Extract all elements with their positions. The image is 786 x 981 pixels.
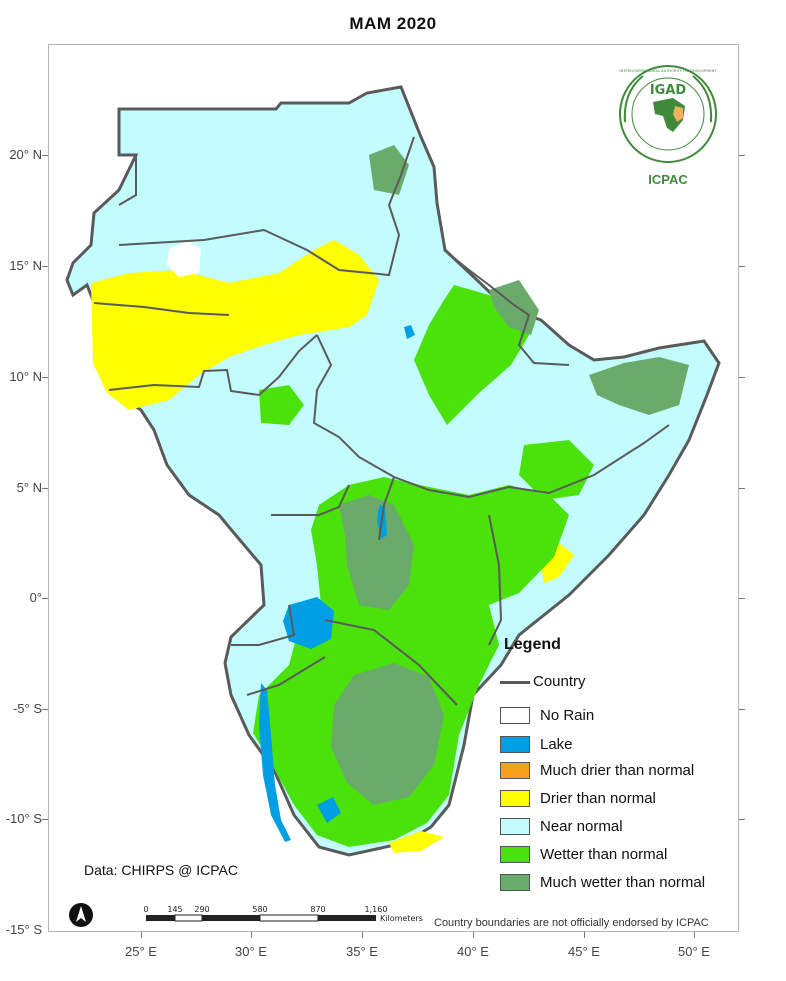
lon-tick [362, 932, 363, 938]
logo-acronym: IGAD [650, 83, 687, 98]
disclaimer: Country boundaries are not officially en… [434, 917, 709, 929]
zone-much-wetter [589, 357, 689, 415]
lat-label-20n: 20° N [9, 147, 42, 162]
legend-swatch-near-normal [500, 818, 530, 835]
lat-label-10s: -10° S [5, 811, 42, 826]
scale-unit: Kilometers [380, 914, 423, 923]
lon-tick [141, 932, 142, 938]
legend-swatch-much-drier [500, 762, 530, 779]
scale-tick-label: 290 [194, 905, 209, 914]
legend-swatch-much-wetter [500, 874, 530, 891]
legend-line-country [500, 681, 530, 684]
lat-label-5s: -5° S [12, 701, 42, 716]
lat-tick [42, 819, 48, 820]
lon-tick [473, 932, 474, 938]
legend-label: No Rain [540, 707, 595, 724]
legend-title: Legend [504, 636, 561, 653]
zone-much-wetter [331, 663, 444, 805]
scale-tick-label: 580 [252, 905, 267, 914]
legend-swatch-no-rain [500, 707, 530, 724]
legend-label: Lake [540, 736, 573, 753]
zone-wetter [414, 285, 529, 425]
data-credit: Data: CHIRPS @ ICPAC [84, 862, 238, 878]
lake [259, 683, 291, 842]
lat-tick [739, 709, 745, 710]
lat-tick [739, 488, 745, 489]
lon-tick [694, 932, 695, 938]
lat-tick [42, 266, 48, 267]
lat-tick [739, 819, 745, 820]
lat-label-10n: 10° N [9, 369, 42, 384]
zone-wetter [519, 440, 594, 500]
lat-tick [42, 488, 48, 489]
map-title: MAM 2020 [349, 14, 437, 33]
legend-label: Much wetter than normal [540, 874, 706, 891]
logo-ring-text: INTERGOVERNMENTAL AUTHORITY ON DEVELOPME… [619, 69, 717, 73]
zone-wetter [253, 477, 569, 847]
zone-much-wetter [339, 495, 414, 610]
zone-drier [91, 240, 379, 410]
legend-label: Near normal [540, 818, 623, 835]
legend-label: Much drier than normal [540, 762, 695, 779]
lon-label-45e: 45° E [568, 944, 600, 959]
legend-label: Country [533, 673, 586, 690]
lat-label-0: 0° [29, 590, 42, 605]
map-canvas [65, 85, 721, 857]
lat-tick [42, 598, 48, 599]
lat-tick [42, 155, 48, 156]
lon-label-30e: 30° E [235, 944, 267, 959]
lon-tick [251, 932, 252, 938]
legend-label: Wetter than normal [540, 846, 668, 863]
country-borders [93, 136, 670, 706]
scale-tick-label: 1,160 [365, 905, 388, 914]
scale-tick-label: 145 [167, 905, 182, 914]
zone-wetter [259, 385, 304, 425]
lat-label-15n: 15° N [9, 258, 42, 273]
map-frame [48, 44, 739, 932]
region-outline [65, 85, 721, 857]
legend-label: Drier than normal [540, 790, 656, 807]
lat-tick [42, 377, 48, 378]
legend-swatch-drier [500, 790, 530, 807]
lat-label-5n: 5° N [16, 480, 42, 495]
scale-bar: 0 145 290 580 870 1,160 Kilometers [140, 904, 440, 929]
lat-tick [739, 598, 745, 599]
scale-tick-label: 0 [143, 905, 148, 914]
lon-label-25e: 25° E [125, 944, 157, 959]
lon-tick [584, 932, 585, 938]
zone-drier [389, 831, 444, 853]
legend-swatch-lake [500, 736, 530, 753]
igad-logo: IGAD INTERGOVERNMENTAL AUTHORITY ON DEVE… [613, 62, 723, 175]
lat-label-15s: -15° S [5, 922, 42, 937]
north-arrow-icon [68, 902, 94, 933]
logo-caption: ICPAC [648, 172, 688, 187]
lat-tick [739, 377, 745, 378]
lake [404, 325, 415, 339]
lat-tick [739, 155, 745, 156]
lat-tick [42, 709, 48, 710]
lat-tick [739, 266, 745, 267]
lake [317, 797, 341, 823]
legend-swatch-wetter [500, 846, 530, 863]
zone-no-rain [167, 241, 201, 277]
lon-label-40e: 40° E [457, 944, 489, 959]
lake-victoria [283, 597, 334, 649]
lon-label-50e: 50° E [678, 944, 710, 959]
lon-label-35e: 35° E [346, 944, 378, 959]
scale-tick-label: 870 [310, 905, 325, 914]
